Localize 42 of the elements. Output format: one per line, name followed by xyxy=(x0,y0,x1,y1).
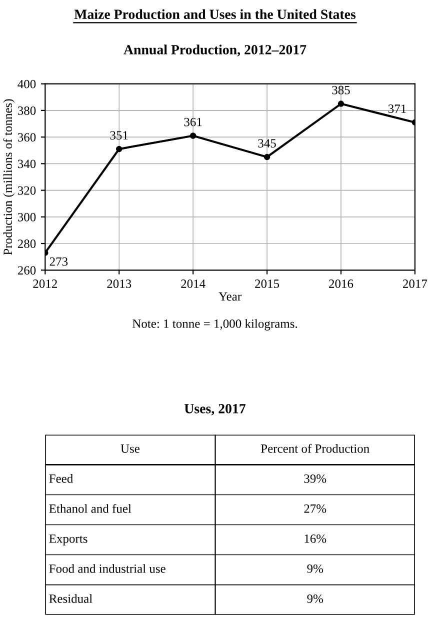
text: 9% xyxy=(307,594,324,603)
category-label: Feed xyxy=(49,474,73,483)
category-label: Food and industrial use xyxy=(49,564,166,573)
x-tick-label: 2012 xyxy=(33,280,57,288)
point xyxy=(338,100,344,107)
text: Percent of Production xyxy=(260,444,370,453)
y-tick-label: 340 xyxy=(18,160,36,168)
text: 27% xyxy=(304,504,326,513)
chart-title: Maize Production and Uses in the United States xyxy=(74,9,356,20)
x-tick-label: 2016 xyxy=(329,280,354,288)
y-tick-label: 280 xyxy=(18,240,36,248)
y-tick-label: 260 xyxy=(18,266,36,275)
y-tick-label: 360 xyxy=(18,133,36,142)
y-axis-title: Production (millions of tonnes) xyxy=(3,99,15,255)
x-tick-label: 2017 xyxy=(403,280,428,288)
chart-subtitle: Annual Production, 2012–2017 xyxy=(124,44,306,56)
x-axis-title: Year xyxy=(218,292,242,301)
text: Uses, 2017 xyxy=(184,404,246,416)
category-label: Residual xyxy=(49,594,92,603)
category-label: Ethanol and fuel xyxy=(49,504,132,513)
x-tick-label: 2013 xyxy=(107,280,132,288)
data-label: 361 xyxy=(184,118,202,126)
y-tick-label: 300 xyxy=(18,212,36,222)
text: Use xyxy=(120,444,140,453)
data-label: 385 xyxy=(332,86,350,94)
y-tick-label: 320 xyxy=(18,186,36,195)
text: 16% xyxy=(304,534,326,543)
x-tick-label: 2014 xyxy=(181,280,206,288)
category-label: Exports xyxy=(49,534,88,546)
text: 9% xyxy=(307,564,324,573)
data-label: 351 xyxy=(110,131,128,140)
data-label: 345 xyxy=(258,139,276,148)
data-label: 273 xyxy=(50,257,68,266)
data-label: 371 xyxy=(388,104,406,113)
text: 39% xyxy=(304,474,326,483)
x-tick-label: 2015 xyxy=(255,280,280,288)
point xyxy=(190,132,196,139)
point xyxy=(116,146,122,152)
y-tick-label: 400 xyxy=(18,80,36,88)
point xyxy=(264,154,270,160)
text: Note: 1 tonne = 1,000 kilograms. xyxy=(132,319,298,330)
y-tick-label: 380 xyxy=(18,106,36,115)
